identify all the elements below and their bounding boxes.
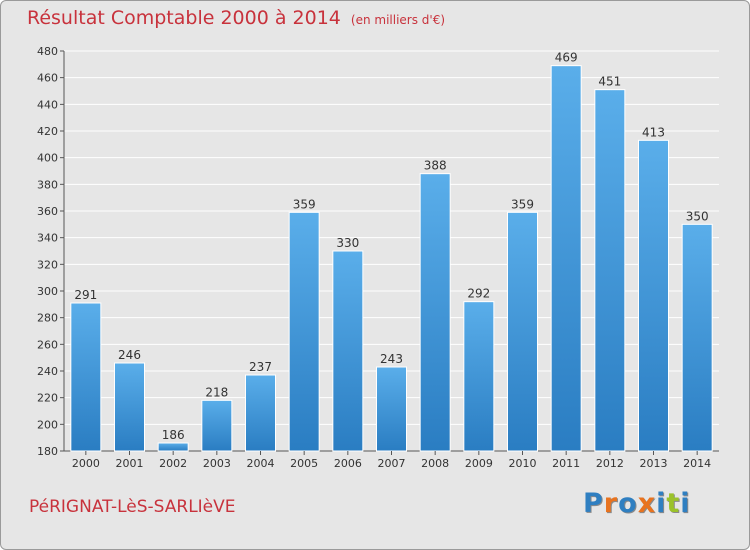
data-label-2013: 413 [642, 125, 665, 139]
bar-2005 [288, 211, 320, 452]
x-tick-label-2009: 2009 [465, 457, 493, 470]
data-label-2004: 237 [249, 360, 272, 374]
data-label-2007: 243 [380, 352, 403, 366]
bar-2007 [376, 366, 407, 452]
data-label-2001: 246 [118, 348, 141, 362]
y-tick-label: 420 [37, 125, 58, 138]
bar-2013 [638, 139, 669, 452]
bar-2008 [419, 173, 451, 452]
y-tick-label: 460 [37, 72, 58, 85]
x-tick-label-2012: 2012 [596, 457, 624, 470]
logo-letter: P [583, 488, 604, 519]
chart-title-main: Résultat Comptable 2000 à 2014 [27, 7, 341, 29]
chart-title-unit: (en milliers d'€) [350, 13, 446, 27]
x-tick-label-2006: 2006 [334, 457, 362, 470]
y-tick-label: 480 [37, 45, 58, 58]
chart-title: Résultat Comptable 2000 à 2014 (en millie… [27, 7, 445, 29]
bar-2004 [245, 374, 276, 452]
y-tick-label: 400 [37, 152, 58, 165]
logo-letter: i [680, 488, 691, 519]
y-tick-label: 200 [37, 418, 58, 431]
data-label-2008: 388 [424, 159, 447, 173]
x-tick-label-2014: 2014 [683, 457, 711, 470]
commune-name: PéRIGNAT-LèS-SARLIèVE [29, 497, 236, 517]
logo-letter: t [666, 488, 681, 519]
bar-2000 [70, 302, 102, 452]
x-axis-ticks: 2000 2001 2002 2003 2004 2005 2006 2007 2008 2009… [72, 451, 711, 470]
proxiti-logo: Proxiti [583, 488, 691, 519]
logo-letter: i [656, 488, 667, 519]
x-tick-label-2010: 2010 [509, 457, 537, 470]
y-tick-label: 360 [37, 205, 58, 218]
data-label-2014: 350 [686, 209, 709, 223]
data-label-2003: 218 [205, 385, 228, 399]
bar-2014 [681, 223, 713, 452]
bar-2012 [594, 89, 626, 452]
bar-2009 [463, 301, 495, 452]
y-tick-label: 180 [37, 445, 58, 458]
bar-2001 [114, 362, 145, 452]
y-tick-label: 240 [37, 365, 58, 378]
bar-2010 [507, 211, 538, 452]
data-label-2011: 469 [555, 51, 578, 65]
data-label-2000: 291 [74, 288, 97, 302]
y-tick-label: 260 [37, 338, 58, 351]
data-label-2009: 292 [467, 287, 490, 301]
logo-letter: r [603, 488, 619, 519]
x-tick-label-2005: 2005 [290, 457, 318, 470]
bar-2002 [157, 442, 189, 452]
data-label-2010: 359 [511, 197, 534, 211]
data-label-2012: 451 [598, 75, 621, 89]
x-tick-label-2002: 2002 [159, 457, 187, 470]
x-tick-label-2008: 2008 [421, 457, 449, 470]
bar-2003 [201, 399, 233, 452]
y-tick-label: 300 [37, 285, 58, 298]
x-tick-label-2004: 2004 [247, 457, 275, 470]
y-tick-label: 440 [37, 98, 58, 111]
data-labels: 291 246 186 218 237 359 330 243 388 292 359 469 451 4… [74, 51, 708, 442]
data-label-2005: 359 [293, 197, 316, 211]
x-tick-label-2001: 2001 [116, 457, 144, 470]
data-label-2006: 330 [336, 236, 359, 250]
bar-2011 [550, 65, 582, 452]
y-tick-label: 320 [37, 258, 58, 271]
y-tick-label: 340 [37, 232, 58, 245]
logo-letter: o [618, 488, 638, 519]
bars [70, 65, 713, 452]
x-tick-label-2003: 2003 [203, 457, 231, 470]
y-tick-label: 220 [37, 392, 58, 405]
bar-2006 [332, 250, 364, 452]
x-tick-label-2000: 2000 [72, 457, 100, 470]
y-tick-label: 280 [37, 312, 58, 325]
data-label-2002: 186 [162, 428, 185, 442]
logo-letter: x [637, 488, 657, 519]
y-tick-label: 380 [37, 178, 58, 191]
x-tick-label-2011: 2011 [552, 457, 580, 470]
x-tick-label-2007: 2007 [378, 457, 406, 470]
x-tick-label-2013: 2013 [640, 457, 668, 470]
